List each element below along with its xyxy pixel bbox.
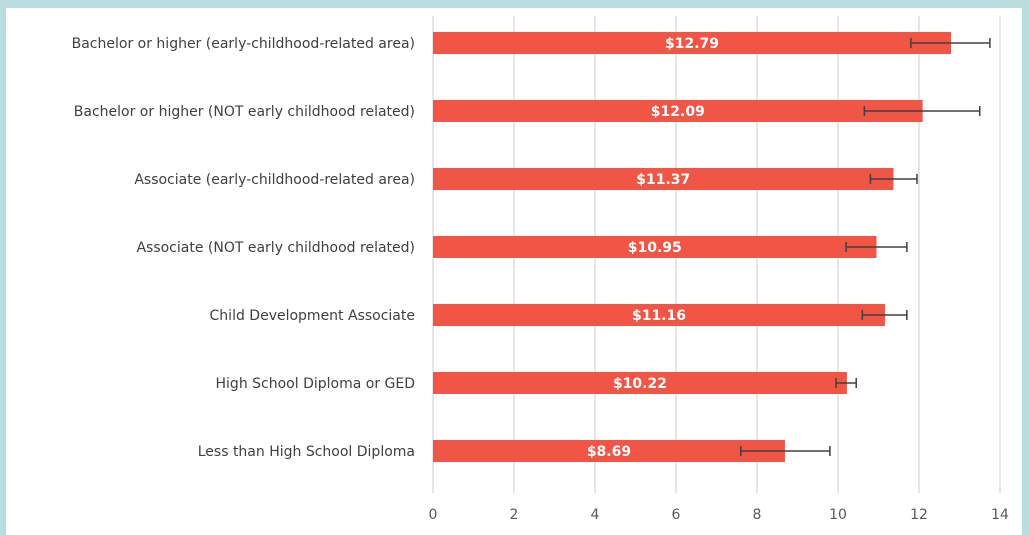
category-label: Associate (early-childhood-related area) — [134, 172, 415, 188]
category-label: Less than High School Diploma — [198, 444, 415, 460]
data-label: $12.79 — [665, 36, 719, 52]
x-tick-label: 14 — [991, 507, 1009, 523]
category-label: Bachelor or higher (NOT early childhood … — [74, 104, 415, 120]
x-tick-label: 10 — [829, 507, 847, 523]
category-label: High School Diploma or GED — [216, 376, 415, 392]
x-tick-label: 12 — [910, 507, 928, 523]
category-label: Associate (NOT early childhood related) — [136, 240, 415, 256]
x-tick-label: 8 — [753, 507, 762, 523]
data-label: $11.37 — [636, 172, 690, 188]
data-label: $11.16 — [632, 308, 686, 324]
chart-frame: 0 2 4 6 8 10 12 14 Bachelor or higher (early-chi… — [6, 8, 1022, 535]
x-tick-label: 2 — [510, 507, 519, 523]
data-label: $10.22 — [613, 376, 667, 392]
category-label: Child Development Associate — [210, 308, 415, 324]
bar-chart: 0 2 4 6 8 10 12 14 Bachelor or higher (early-chi… — [6, 8, 1022, 535]
data-label: $8.69 — [587, 444, 631, 460]
data-label: $10.95 — [628, 240, 682, 256]
x-tick-label: 6 — [672, 507, 681, 523]
x-tick-label: 4 — [591, 507, 600, 523]
x-tick-label: 0 — [429, 507, 438, 523]
category-label: Bachelor or higher (early-childhood-rela… — [72, 36, 415, 52]
data-label: $12.09 — [651, 104, 705, 120]
